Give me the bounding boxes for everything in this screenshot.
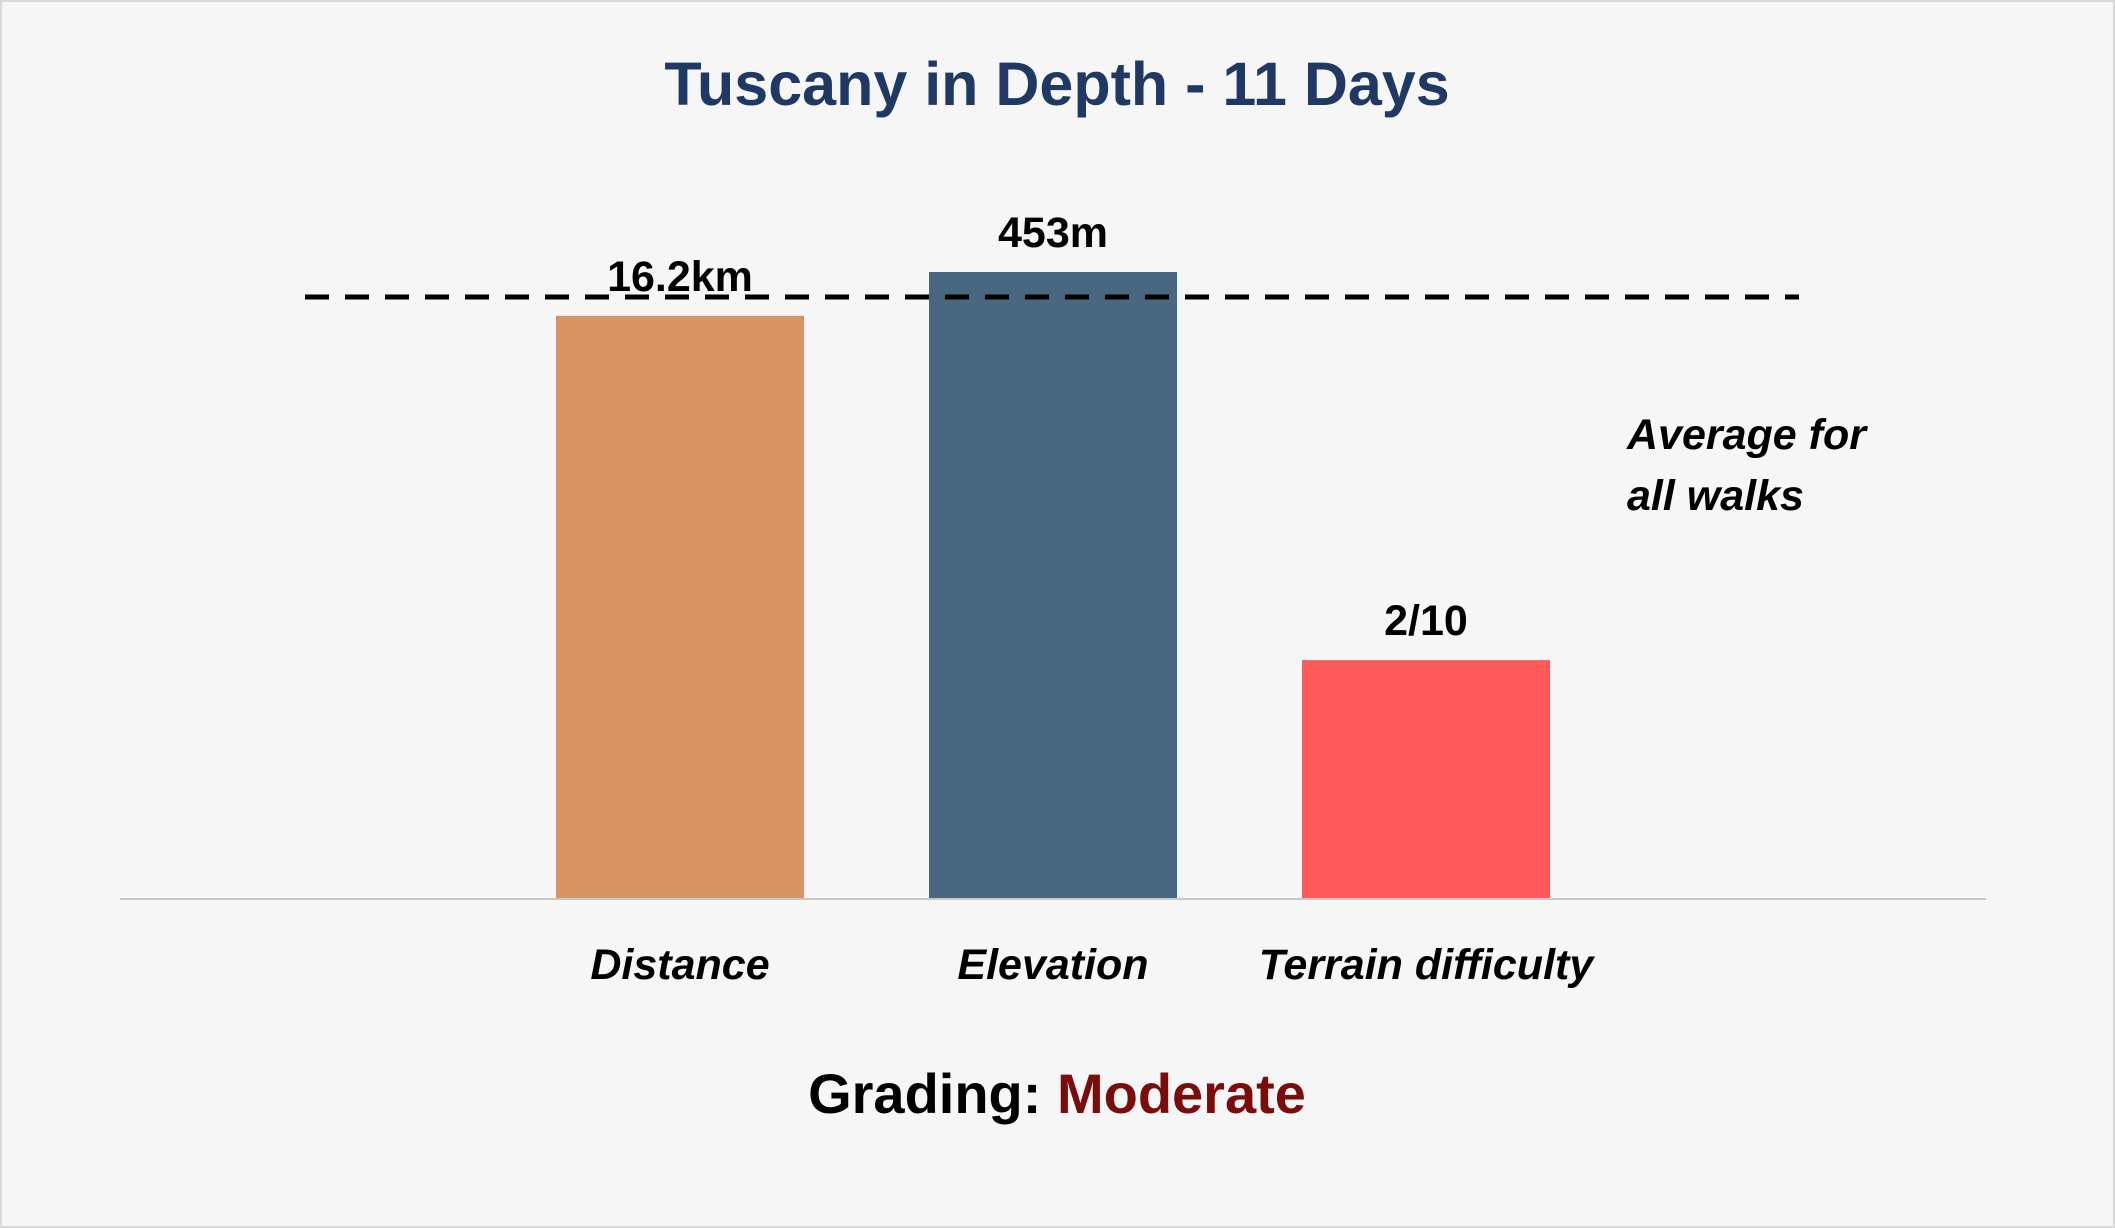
reference-label-line-1: Average for <box>1626 411 1868 459</box>
grading-value: Moderate <box>1057 1062 1306 1125</box>
data-label-terrain-difficulty: 2/10 <box>1384 597 1468 645</box>
reference-layer: Average for all walks <box>305 294 1868 520</box>
grading-label: Grading: <box>808 1062 1041 1125</box>
bar-elevation <box>929 272 1177 898</box>
chart-title: Tuscany in Depth - 11 Days <box>664 50 1449 118</box>
bar-distance <box>556 315 804 898</box>
bars-layer: 16.2km Distance 453m Elevation 2/10 Terrain d… <box>556 209 1595 989</box>
category-label-distance: Distance <box>590 941 769 989</box>
data-label-distance: 16.2km <box>607 253 753 301</box>
category-label-terrain-difficulty: Terrain difficulty <box>1259 941 1596 989</box>
reference-label-line-2: all walks <box>1627 472 1804 520</box>
data-label-elevation: 453m <box>998 209 1108 257</box>
grading-text: Grading: Moderate <box>808 1062 1306 1125</box>
bar-terrain-difficulty <box>1302 660 1550 898</box>
category-label-elevation: Elevation <box>957 941 1148 989</box>
